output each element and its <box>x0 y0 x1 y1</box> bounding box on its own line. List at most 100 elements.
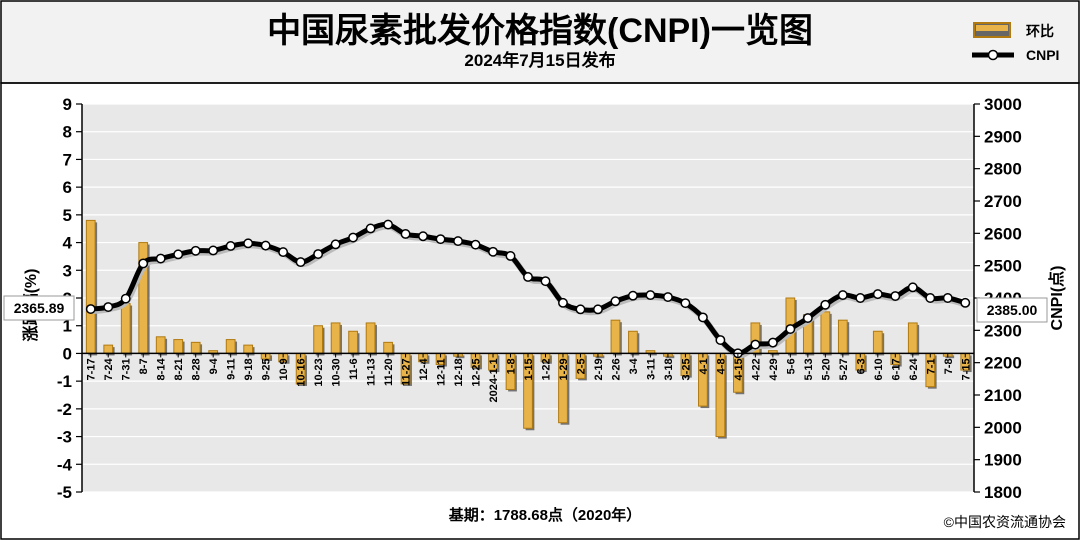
x-category-label: 11-6 <box>348 358 360 379</box>
x-category-label: 4-15 <box>733 358 745 380</box>
cnpi-point <box>697 312 708 323</box>
x-category-label: 4-29 <box>768 358 780 380</box>
x-category-label: 9-18 <box>243 358 255 380</box>
x-category-label: 6-24 <box>908 358 920 381</box>
x-category-label: 6-3 <box>855 358 867 374</box>
legend: 环比 CNPI <box>972 22 1059 63</box>
x-category-label: 4-1 <box>698 358 710 374</box>
bar <box>173 339 184 354</box>
y-left-tick-label: 4 <box>63 234 73 253</box>
y-right-tick-label: 2300 <box>984 321 1022 340</box>
y-right-tick-label: 2000 <box>984 418 1022 437</box>
x-category-label: 7-17 <box>86 358 98 380</box>
bar-shadow <box>455 355 465 359</box>
cnpi-point <box>173 249 184 260</box>
y-right-axis-title: CNPI(点) <box>1047 266 1066 331</box>
x-category-label: 12-11 <box>436 358 448 386</box>
cnpi-point <box>505 251 516 261</box>
x-category-label: 2024-1-1 <box>488 358 500 402</box>
chart-title: 中国尿素批发价格指数(CNPI)一览图 <box>267 12 813 50</box>
y-left-tick-label: -3 <box>57 428 72 447</box>
y-right-tick-label: 2700 <box>984 192 1022 211</box>
x-category-label: 12-25 <box>471 358 483 386</box>
y-left-tick-label: 1 <box>63 317 72 336</box>
bar <box>820 311 831 354</box>
bar <box>313 325 323 354</box>
y-right-tick-label: 1900 <box>984 451 1022 470</box>
bar <box>120 303 131 354</box>
x-category-label: 3-11 <box>645 358 657 379</box>
cnpi-point <box>243 238 254 249</box>
x-category-label: 11-27 <box>401 358 413 386</box>
bar <box>225 339 236 354</box>
bar <box>365 322 376 354</box>
cnpi-point <box>872 289 883 300</box>
cnpi-point <box>907 282 918 293</box>
y-left-tick-label: -2 <box>57 400 72 419</box>
cnpi-point <box>348 232 359 243</box>
cnpi-point <box>662 292 673 302</box>
x-category-label: 12-4 <box>418 358 430 381</box>
y-right-tick-label: 2500 <box>984 257 1022 276</box>
cnpi-point <box>820 299 831 310</box>
x-category-label: 11-13 <box>366 358 378 386</box>
x-category-label: 1-8 <box>506 358 518 374</box>
x-category-label: 7-31 <box>121 358 133 380</box>
y-left-tick-label: 6 <box>63 178 72 197</box>
y-right-tick-label: 2900 <box>984 127 1022 146</box>
x-category-label: 7-8 <box>943 358 955 374</box>
y-right-tick-label: 2600 <box>984 224 1022 243</box>
bar <box>837 319 848 354</box>
x-category-label: 4-8 <box>715 358 727 374</box>
x-category-label: 7-24 <box>103 358 115 381</box>
y-left-tick-label: -1 <box>57 372 72 391</box>
y-left-tick-label: 9 <box>63 95 72 114</box>
cnpi-point <box>400 229 411 239</box>
cnpi-point <box>418 231 429 242</box>
x-category-label: 10-23 <box>313 358 325 386</box>
cnpi-point <box>942 293 953 303</box>
header-background <box>0 0 1080 84</box>
cnpi-point <box>190 245 201 256</box>
legend-line-marker <box>987 49 999 61</box>
cnpi-point <box>260 240 271 251</box>
y-right-tick-label: 3000 <box>984 95 1022 114</box>
x-category-label: 11-20 <box>383 358 395 386</box>
bar <box>243 344 254 354</box>
chart-subtitle: 2024年7月15日发布 <box>464 50 615 70</box>
cnpi-point <box>383 219 394 230</box>
footer-base-period: 基期：1788.68点（2020年） <box>448 506 642 524</box>
x-category-label: 3-25 <box>680 358 692 380</box>
cnpi-point <box>103 302 114 313</box>
x-category-label: 9-4 <box>208 358 220 375</box>
cnpi-point <box>120 293 131 304</box>
cnpi-point <box>610 296 621 307</box>
footer-copyright: ©中国农资流通协会 <box>944 514 1066 530</box>
cnpi-point <box>750 339 761 350</box>
x-category-label: 10-9 <box>278 358 290 380</box>
x-category-label: 9-25 <box>261 358 273 380</box>
cnpi-point <box>925 293 936 303</box>
x-category-label: 2-19 <box>593 358 605 380</box>
x-category-label: 2-26 <box>610 358 622 380</box>
x-category-label: 10-30 <box>331 358 343 386</box>
x-category-label: 2-5 <box>575 358 587 374</box>
x-category-label: 8-14 <box>156 358 168 381</box>
x-category-label: 7-15 <box>960 358 972 380</box>
x-category-label: 8-21 <box>173 358 185 380</box>
cnpi-point <box>627 290 638 301</box>
cnpi-point <box>453 236 463 247</box>
bar <box>872 330 883 354</box>
bar-shadow <box>665 355 675 359</box>
x-category-label: 8-28 <box>191 358 203 380</box>
bar <box>628 330 638 354</box>
start-annotation: 2365.89 <box>3 295 75 321</box>
y-left-tick-label: -4 <box>57 455 73 474</box>
x-category-label: 3-18 <box>663 358 675 380</box>
y-right-tick-label: 1800 <box>984 483 1022 502</box>
cnpi-point <box>802 313 813 323</box>
x-category-label: 5-20 <box>820 358 832 380</box>
x-category-label: 8-7 <box>138 358 150 374</box>
